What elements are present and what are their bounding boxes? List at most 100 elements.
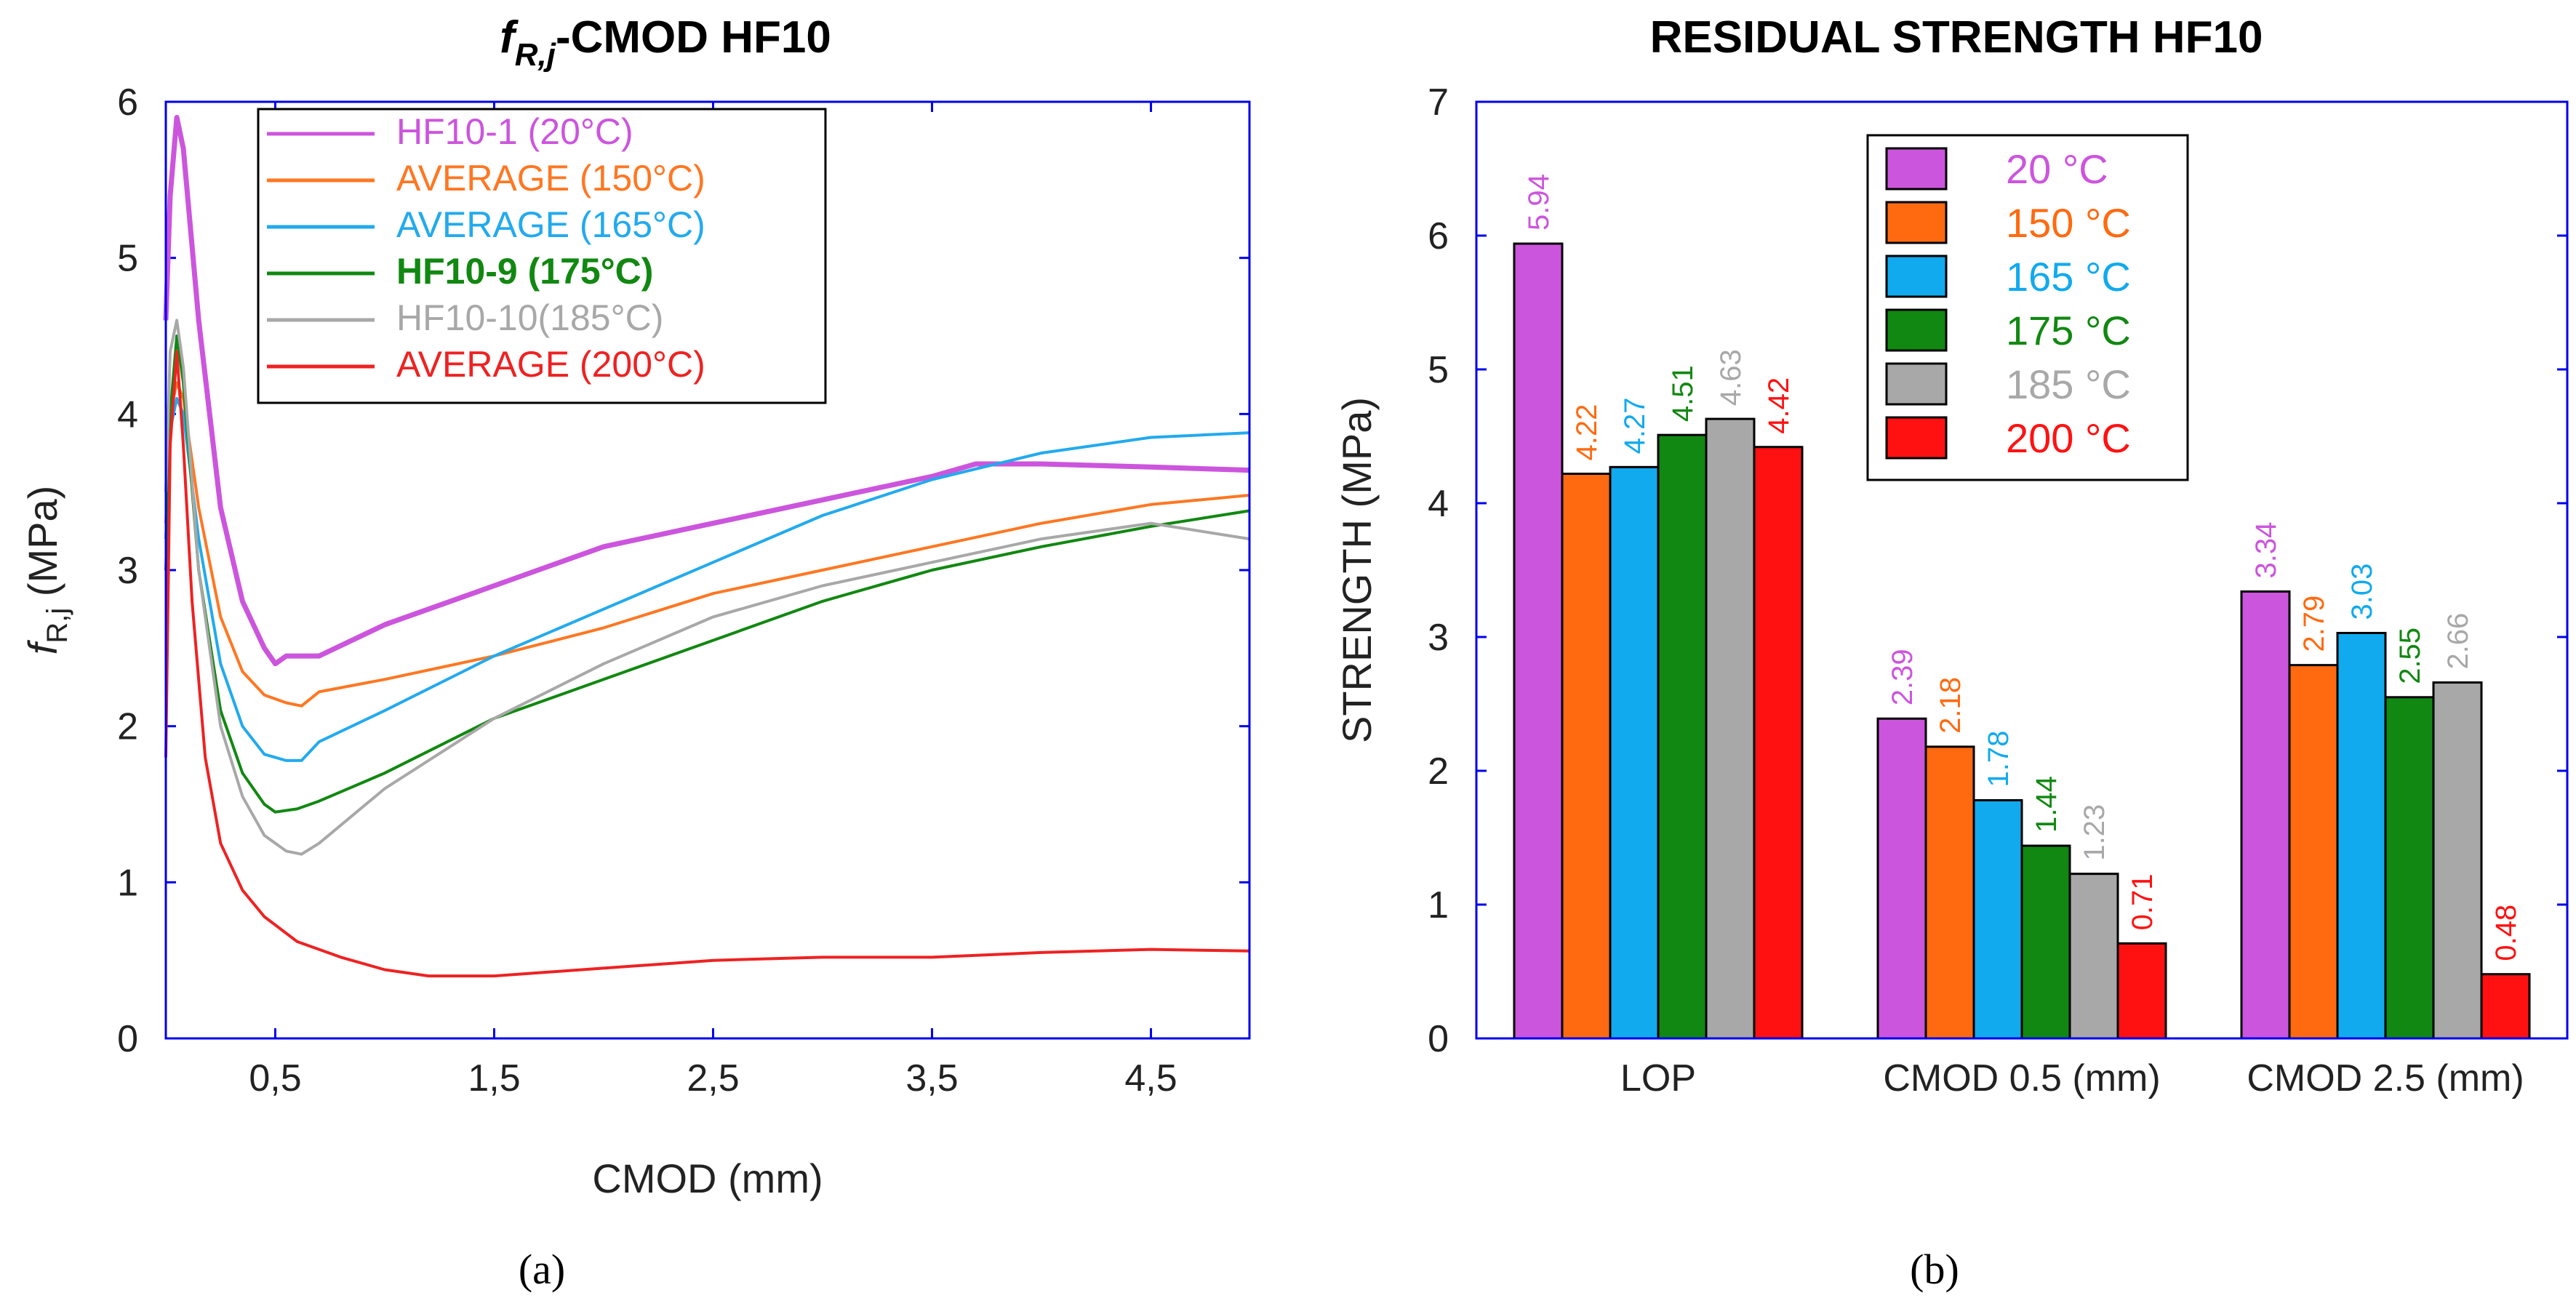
chart-a-plot-frame: [164, 100, 1251, 1040]
chart-b-y-tick-label: 3: [1428, 617, 1449, 659]
chart-a-x-tick-label: 0,5: [249, 1057, 301, 1099]
chart-b-category-label: LOP: [1620, 1057, 1696, 1099]
chart-b-bars: 5.94 4.22 4.27 4.51 4.63 4.42 2.39 2.18 1.78 1.44…: [1513, 174, 2531, 1040]
chart-b-y-tick-label: 7: [1428, 81, 1449, 124]
chart-b-category-label: CMOD 0.5 (mm): [1883, 1057, 2160, 1099]
bar-value-label: 2.18: [1935, 677, 1967, 734]
bar-value-label: 3.03: [2346, 564, 2378, 620]
bar-value-label: 3.34: [2250, 522, 2282, 579]
chart-b-plot-frame: [1475, 100, 2569, 1040]
chart-b-y-tick-label: 2: [1428, 750, 1449, 793]
series-line-6: [164, 350, 1250, 978]
bar-1-1: [1513, 242, 1564, 1040]
chart-b-tick-labels: 0 1 2 3 4 5 6 7 LOP CMOD 0.5 (mm) CMOD 2.5 (mm): [1428, 81, 2524, 1099]
panel-a-line-chart: fR,j-CMOD HF10 0,5 1,5 2,5 3,5 4,5 0 1 2 3 4 5 6 CM…: [20, 12, 1251, 1293]
chart-a-y-tick-label: 6: [117, 81, 138, 124]
bar-value-label: 0.48: [2490, 905, 2522, 961]
legend-b-swatch: [1885, 147, 1948, 191]
chart-a-y-axis-unit: (MPa): [20, 486, 65, 608]
series-line-2: [164, 381, 1250, 708]
legend-a-label: HF10-9 (175°C): [396, 251, 653, 292]
chart-a-legend-box: [257, 108, 827, 404]
chart-b-y-tick-label: 6: [1428, 215, 1449, 257]
bar-3-4: [2384, 696, 2435, 1040]
chart-b-y-axis-label: STRENGTH (MPa): [1334, 397, 1380, 743]
bar-value-label: 4.42: [1763, 377, 1795, 434]
chart-a-y-tick-label: 1: [117, 862, 138, 904]
bar-1-6: [1753, 446, 1804, 1040]
series-line-4: [164, 334, 1250, 814]
series-line-3: [164, 396, 1250, 762]
bar-1-2: [1561, 473, 1612, 1040]
bar-value-label: 1.23: [2079, 804, 2111, 861]
bar-value-label: 1.44: [2031, 776, 2063, 833]
chart-a-title-text: -CMOD HF10: [556, 12, 831, 63]
legend-b-swatch: [1885, 362, 1948, 406]
bar-2-5: [2068, 873, 2119, 1040]
legend-b-swatch: [1885, 255, 1948, 298]
chart-a-y-tick-label: 4: [117, 393, 138, 436]
legend-a-label: HF10-10(185°C): [396, 297, 663, 338]
bar-value-label: 2.55: [2394, 628, 2426, 684]
chart-b-y-tick-label: 5: [1428, 349, 1449, 391]
series-line-1: [163, 115, 1250, 667]
bar-1-3: [1609, 465, 1660, 1040]
bar-2-6: [2116, 942, 2167, 1040]
bar-value-label: 5.94: [1523, 174, 1555, 231]
legend-a-label: AVERAGE (165°C): [396, 204, 705, 245]
bar-value-label: 2.39: [1887, 649, 1919, 705]
bar-2-1: [1876, 717, 1927, 1040]
chart-b-y-tick-label: 0: [1428, 1018, 1449, 1060]
chart-a-title: fR,j-CMOD HF10: [500, 12, 831, 73]
legend-b-swatch: [1885, 201, 1948, 244]
panel-b-bar-chart: RESIDUAL STRENGTH HF10 5.94 4.22 4.27 4.51 4…: [1334, 12, 2569, 1293]
chart-b-y-tick-label: 1: [1428, 884, 1449, 926]
chart-a-series-lines: [163, 115, 1250, 978]
bar-value-label: 2.66: [2442, 613, 2474, 670]
bar-value-label: 4.27: [1619, 397, 1651, 454]
chart-a-y-axis-label: fR,j (MPa): [20, 486, 73, 654]
bar-2-3: [1972, 798, 2023, 1040]
bar-value-label: 1.78: [1983, 731, 2015, 788]
panel-a-caption: (a): [519, 1246, 565, 1293]
bar-3-6: [2480, 973, 2531, 1040]
bar-2-4: [2020, 844, 2071, 1040]
chart-a-title-subscript: R,j: [515, 37, 556, 73]
chart-b-y-tick-label: 4: [1428, 483, 1449, 525]
chart-a-legend: HF10-1 (20°C) AVERAGE (150°C) AVERAGE (165…: [257, 108, 827, 404]
chart-a-y-tick-label: 2: [117, 706, 138, 748]
chart-a-x-axis-label: CMOD (mm): [592, 1155, 823, 1201]
bar-1-5: [1705, 417, 1756, 1040]
chart-b-category-label: CMOD 2.5 (mm): [2247, 1057, 2524, 1099]
chart-a-x-tick-label: 4,5: [1124, 1057, 1177, 1099]
legend-b-label: 185 °C: [2006, 361, 2131, 407]
legend-b-label: 150 °C: [2006, 200, 2131, 246]
chart-b-title: RESIDUAL STRENGTH HF10: [1650, 12, 2263, 63]
bar-3-1: [2240, 590, 2291, 1040]
bar-1-4: [1657, 433, 1708, 1040]
bar-value-label: 4.22: [1571, 404, 1603, 461]
legend-b-label: 175 °C: [2006, 308, 2131, 353]
chart-a-tick-labels: 0,5 1,5 2,5 3,5 4,5 0 1 2 3 4 5 6: [117, 81, 1177, 1099]
legend-a-label: AVERAGE (200°C): [396, 344, 705, 385]
legend-a-label: HF10-1 (20°C): [396, 111, 633, 152]
chart-a-y-tick-label: 0: [117, 1018, 138, 1060]
legend-b-label: 200 °C: [2006, 415, 2131, 461]
bar-value-label: 2.79: [2298, 596, 2330, 652]
chart-a-y-tick-label: 3: [117, 550, 138, 592]
bar-3-2: [2288, 664, 2339, 1040]
panel-b-caption: (b): [1910, 1246, 1959, 1293]
chart-a-y-axis-subscript: R,j: [41, 608, 73, 644]
bar-3-3: [2336, 631, 2387, 1040]
bar-value-label: 0.71: [2127, 874, 2159, 931]
legend-b-swatch: [1885, 416, 1948, 460]
chart-a-x-tick-label: 2,5: [687, 1057, 739, 1099]
bar-3-5: [2432, 681, 2483, 1040]
legend-b-label: 20 °C: [2006, 146, 2108, 192]
bar-value-label: 4.63: [1715, 349, 1747, 406]
series-line-5: [164, 319, 1250, 856]
legend-b-swatch: [1885, 308, 1948, 352]
chart-a-y-tick-label: 5: [117, 238, 138, 280]
bar-value-label: 4.51: [1667, 365, 1699, 422]
